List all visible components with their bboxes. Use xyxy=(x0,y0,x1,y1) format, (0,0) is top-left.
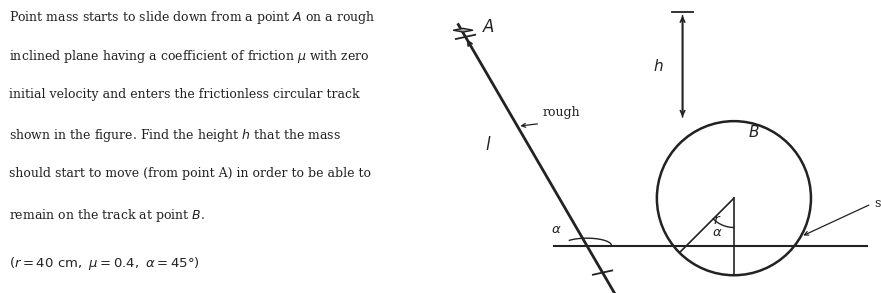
Text: $\alpha$: $\alpha$ xyxy=(712,226,722,239)
Text: $\mathit{B}$: $\mathit{B}$ xyxy=(748,124,759,140)
Text: $\mathit{l}$: $\mathit{l}$ xyxy=(485,136,492,154)
Text: rough: rough xyxy=(543,105,580,119)
Text: $\mathit{A}$: $\mathit{A}$ xyxy=(482,19,495,36)
Text: smooth: smooth xyxy=(874,197,881,210)
Text: $(r = 40\ \mathrm{cm},\ \mu = 0.4,\ \alpha = 45°)$: $(r = 40\ \mathrm{cm},\ \mu = 0.4,\ \alp… xyxy=(9,255,199,272)
Text: $\mathit{r}$: $\mathit{r}$ xyxy=(713,213,722,227)
Text: inclined plane having a coefficient of friction $\mu$ with zero: inclined plane having a coefficient of f… xyxy=(9,48,370,65)
Text: $\mathit{h}$: $\mathit{h}$ xyxy=(653,58,663,74)
Text: $\alpha$: $\alpha$ xyxy=(551,223,561,236)
Text: Point mass starts to slide down from a point $\mathit{A}$ on a rough: Point mass starts to slide down from a p… xyxy=(9,9,375,26)
Text: shown in the figure. Find the height $\mathit{h}$ that the mass: shown in the figure. Find the height $\m… xyxy=(9,127,341,144)
Text: should start to move (from point A) in order to be able to: should start to move (from point A) in o… xyxy=(9,167,371,180)
Text: remain on the track at point $\mathit{B}$.: remain on the track at point $\mathit{B}… xyxy=(9,207,205,224)
Text: initial velocity and enters the frictionless circular track: initial velocity and enters the friction… xyxy=(9,88,359,101)
Polygon shape xyxy=(453,28,473,32)
